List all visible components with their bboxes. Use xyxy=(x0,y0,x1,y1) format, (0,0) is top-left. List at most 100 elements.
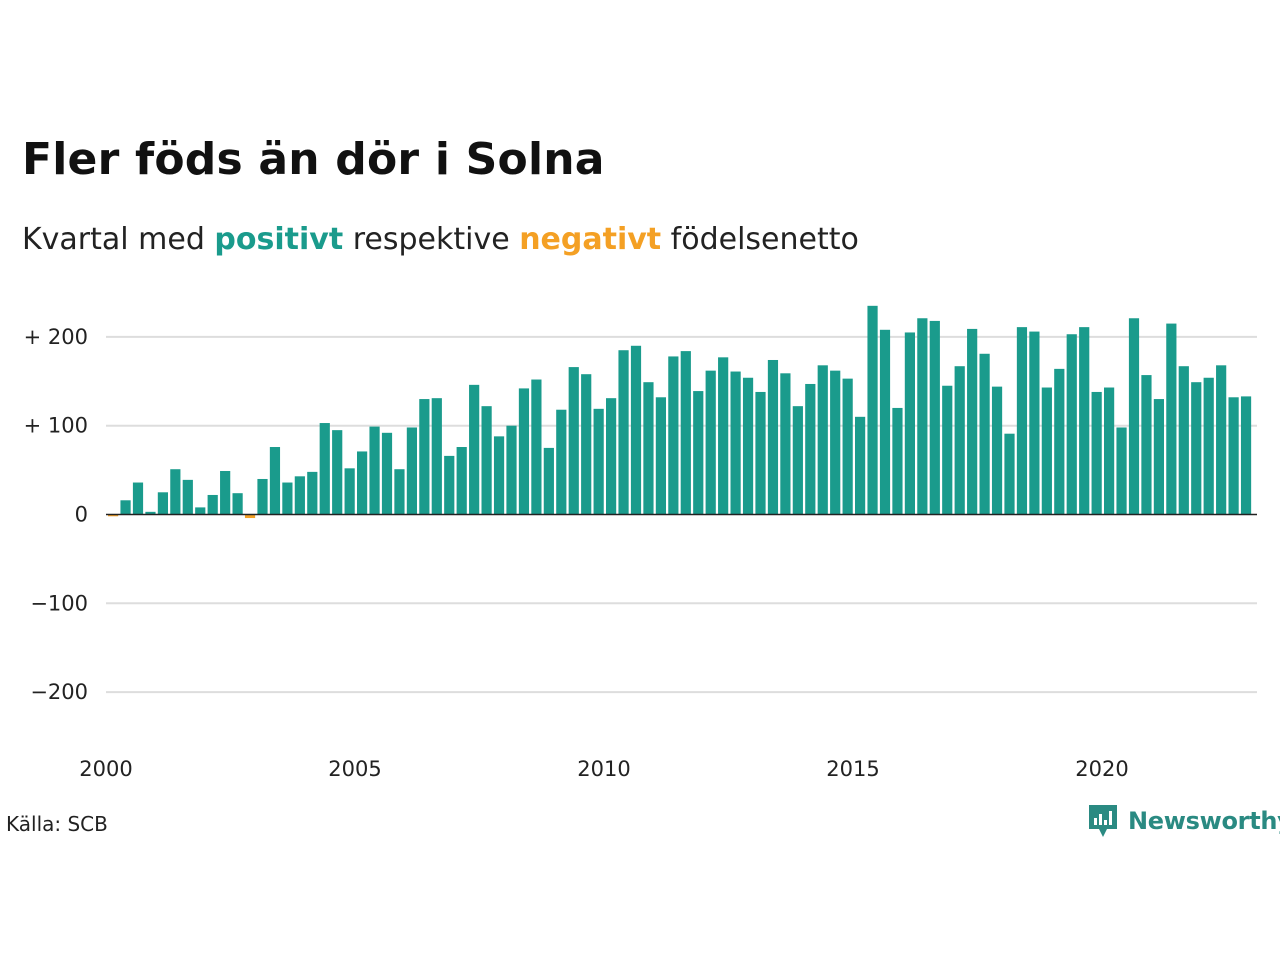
x-tick-label: 2015 xyxy=(826,757,879,781)
source-note: Källa: SCB xyxy=(6,812,108,836)
bar xyxy=(1116,427,1127,515)
bar xyxy=(1141,375,1152,515)
bar xyxy=(929,320,940,515)
bar xyxy=(705,370,716,515)
bar xyxy=(282,482,293,515)
bar xyxy=(257,478,268,515)
bar xyxy=(1228,397,1239,515)
bar xyxy=(817,365,828,515)
bar xyxy=(145,511,156,515)
subtitle-positive-word: positivt xyxy=(214,222,344,257)
bar xyxy=(1079,327,1090,515)
bar xyxy=(369,426,380,515)
bar xyxy=(170,469,181,515)
bar xyxy=(556,409,567,515)
bar xyxy=(805,383,816,515)
bar xyxy=(1128,318,1140,515)
bar xyxy=(730,371,741,515)
bar xyxy=(1066,334,1077,515)
bar xyxy=(195,507,206,515)
bar xyxy=(1054,368,1065,515)
bar xyxy=(755,391,766,515)
bar xyxy=(1029,331,1040,515)
bar xyxy=(718,357,729,515)
bar xyxy=(1004,433,1015,515)
bar xyxy=(1191,382,1202,515)
bar xyxy=(1153,399,1164,515)
bar xyxy=(655,397,666,515)
newsworthy-logo: Newsworthy xyxy=(1088,803,1280,839)
bar xyxy=(108,514,119,517)
subtitle-suffix: födelsenetto xyxy=(661,222,859,257)
bar xyxy=(456,447,467,515)
bar xyxy=(742,377,754,515)
bar xyxy=(319,423,330,515)
bar xyxy=(1203,377,1214,515)
bar xyxy=(780,373,791,515)
bar xyxy=(991,386,1003,515)
bar xyxy=(1178,366,1189,515)
newsworthy-logo-icon xyxy=(1089,805,1117,837)
subtitle-middle: respektive xyxy=(343,222,520,257)
bar xyxy=(879,329,891,515)
bar xyxy=(1166,323,1177,515)
y-tick-label: + 200 xyxy=(24,325,88,349)
bar xyxy=(979,353,990,515)
bar xyxy=(842,378,853,515)
bar xyxy=(643,382,654,515)
bar xyxy=(294,476,305,515)
bar xyxy=(693,391,704,515)
bar xyxy=(904,332,915,515)
x-tick-label: 2020 xyxy=(1075,757,1128,781)
bar xyxy=(406,427,417,515)
bar xyxy=(344,468,355,515)
bar xyxy=(855,416,866,515)
x-tick-label: 2000 xyxy=(79,757,132,781)
bar xyxy=(444,455,455,515)
bar xyxy=(1104,387,1115,515)
bar xyxy=(954,366,965,515)
bar xyxy=(120,500,131,515)
bar xyxy=(244,514,256,519)
bar xyxy=(307,471,318,515)
bar xyxy=(207,494,218,515)
bar xyxy=(381,432,393,515)
chart-title: Fler föds än dör i Solna xyxy=(22,134,605,185)
bar xyxy=(543,447,554,515)
bar xyxy=(431,398,442,515)
bar xyxy=(830,370,841,515)
bar xyxy=(680,351,691,515)
bar xyxy=(668,356,679,515)
subtitle-negative-word: negativt xyxy=(519,222,662,257)
bar xyxy=(481,406,492,515)
bar xyxy=(1240,396,1252,515)
bar xyxy=(269,447,281,515)
bar xyxy=(792,406,803,515)
bar xyxy=(1091,391,1102,515)
bar xyxy=(630,345,642,515)
bar-chart: + 200 + 100 0 −100 −200 2000 2005 2010 2015 2020 xyxy=(24,305,1257,781)
y-tick-label: + 100 xyxy=(24,414,88,438)
bar xyxy=(232,493,243,515)
bar xyxy=(220,470,231,515)
bar xyxy=(182,479,193,515)
bar xyxy=(867,305,878,515)
bar xyxy=(531,379,542,515)
bar xyxy=(1216,365,1227,515)
y-tick-label: −200 xyxy=(30,680,88,704)
bar xyxy=(419,399,430,515)
chart-subtitle: Kvartal med positivt respektive negativt… xyxy=(22,222,859,257)
bar xyxy=(357,451,368,515)
bar xyxy=(942,385,953,515)
bar xyxy=(606,398,617,515)
bar xyxy=(568,367,579,515)
bar xyxy=(469,384,480,515)
x-tick-label: 2010 xyxy=(577,757,630,781)
bar xyxy=(767,359,779,515)
bar xyxy=(593,408,604,515)
y-tick-label: 0 xyxy=(75,503,88,527)
bar xyxy=(967,328,978,515)
x-tick-label: 2005 xyxy=(328,757,381,781)
bar xyxy=(917,318,928,515)
y-tick-label: −100 xyxy=(30,591,88,615)
